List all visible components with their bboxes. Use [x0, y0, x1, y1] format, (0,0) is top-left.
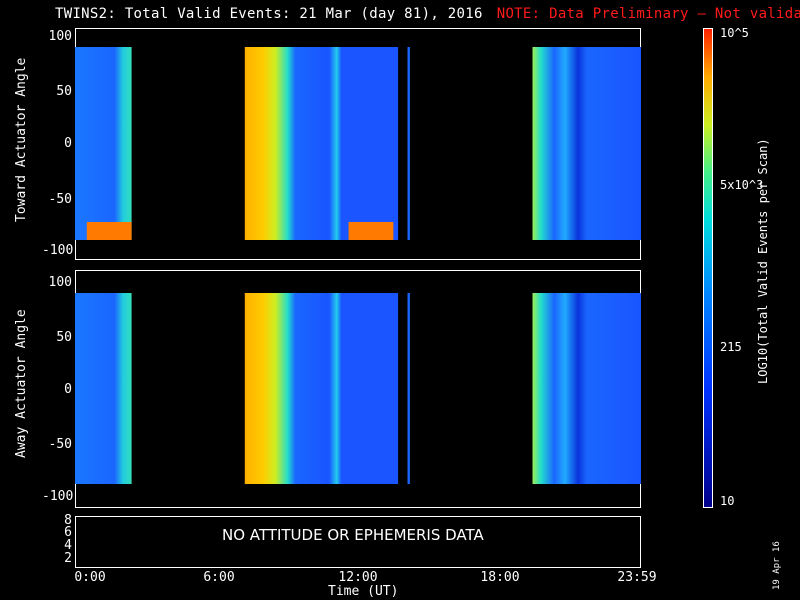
away-heatmap	[75, 293, 641, 484]
ytick: 0	[64, 382, 72, 397]
colorbar	[703, 28, 713, 508]
x-axis-label: Time (UT)	[328, 584, 399, 599]
ytick: -50	[48, 437, 72, 452]
toward-ylabel: Toward Actuator Angle	[14, 57, 29, 222]
ytick: 0	[64, 136, 72, 151]
xtick: 18:00	[480, 570, 520, 585]
xtick: 0:00	[74, 570, 106, 585]
data-block	[75, 293, 132, 484]
high-count-patch	[86, 222, 132, 240]
ytick: 2	[64, 551, 72, 566]
ytick: 50	[56, 84, 72, 99]
plot-date: 19 Apr 16	[772, 541, 782, 590]
toward-heatmap	[75, 47, 641, 240]
chart-title: TWINS2: Total Valid Events: 21 Mar (day …	[55, 6, 800, 22]
ytick: 4	[64, 538, 72, 553]
colorbar-title: LOG10(Total Valid Events per Scan)	[756, 138, 770, 384]
ytick: 6	[64, 525, 72, 540]
ytick: -100	[42, 243, 74, 258]
data-block	[244, 293, 399, 484]
ytick: 100	[48, 275, 72, 290]
ytick: -100	[42, 489, 74, 504]
colorbar-label: 215	[720, 340, 742, 354]
high-count-patch	[348, 222, 394, 240]
no-data-message: NO ATTITUDE OR EPHEMERIS DATA	[222, 526, 484, 544]
ytick: 8	[64, 513, 72, 528]
ytick: 50	[56, 330, 72, 345]
colorbar-label: 10	[720, 494, 735, 508]
xtick: 12:00	[338, 570, 378, 585]
preliminary-note: NOTE: Data Preliminary — Not validated	[496, 6, 800, 22]
away-ylabel: Away Actuator Angle	[14, 309, 29, 458]
data-block	[75, 47, 132, 240]
colorbar-label: 5x10^3	[720, 178, 764, 192]
data-block	[407, 47, 410, 240]
position-panel	[75, 516, 641, 568]
data-block	[532, 47, 641, 240]
data-block	[532, 293, 641, 484]
data-block	[407, 293, 410, 484]
ytick: -50	[48, 192, 72, 207]
colorbar-label: 10^5	[720, 26, 749, 40]
xtick: 6:00	[203, 570, 235, 585]
data-block	[244, 47, 399, 240]
ytick: 100	[48, 29, 72, 44]
xtick: 23:59	[617, 570, 657, 585]
